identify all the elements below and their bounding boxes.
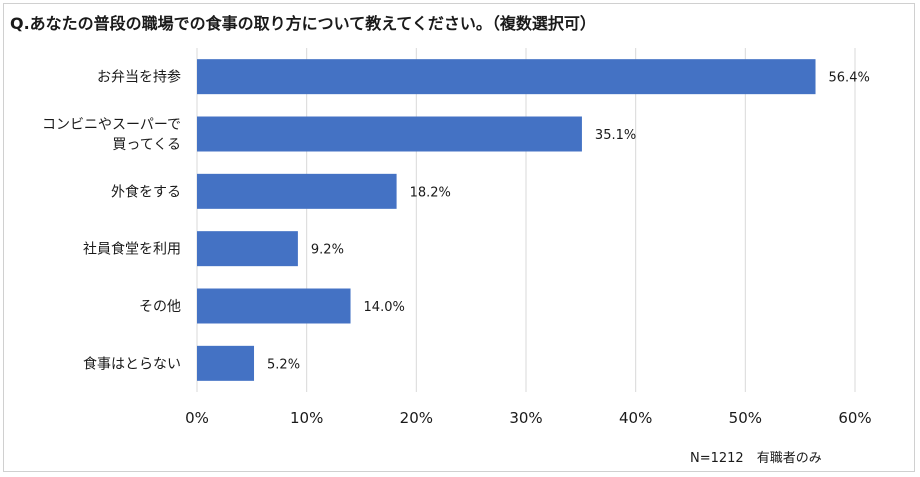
category-label: コンビニやスーパーで <box>42 117 181 133</box>
x-tick-label: 20% <box>400 409 433 427</box>
x-tick-label: 30% <box>509 409 542 427</box>
x-tick-label: 0% <box>185 409 209 427</box>
data-label: 5.2% <box>267 357 300 372</box>
category-label: 外食をする <box>111 183 181 200</box>
bar <box>197 116 582 152</box>
data-label: 9.2% <box>311 243 344 258</box>
bar <box>197 345 255 381</box>
category-label: 食事はとらない <box>83 355 181 372</box>
data-label: 14.0% <box>364 300 405 315</box>
chart-title: Q.あなたの普段の職場での食事の取り方について教えてください。（複数選択可） <box>10 14 596 33</box>
x-tick-label: 60% <box>838 409 871 427</box>
data-label: 35.1% <box>595 128 636 143</box>
category-label: 買ってくる <box>112 137 181 153</box>
bar <box>197 173 397 209</box>
sample-note: N=1212 有職者のみ <box>690 451 822 466</box>
category-label: その他 <box>139 299 181 315</box>
bar <box>197 59 816 95</box>
x-tick-label: 40% <box>619 409 652 427</box>
data-label: 56.4% <box>829 71 870 86</box>
bar <box>197 288 351 324</box>
bar <box>197 231 298 267</box>
category-label: 社員食堂を利用 <box>83 241 181 258</box>
data-label: 18.2% <box>410 185 451 200</box>
category-label: お弁当を持参 <box>97 69 181 86</box>
x-tick-label: 50% <box>729 409 762 427</box>
chart-frame <box>3 3 915 472</box>
x-tick-label: 10% <box>290 409 323 427</box>
